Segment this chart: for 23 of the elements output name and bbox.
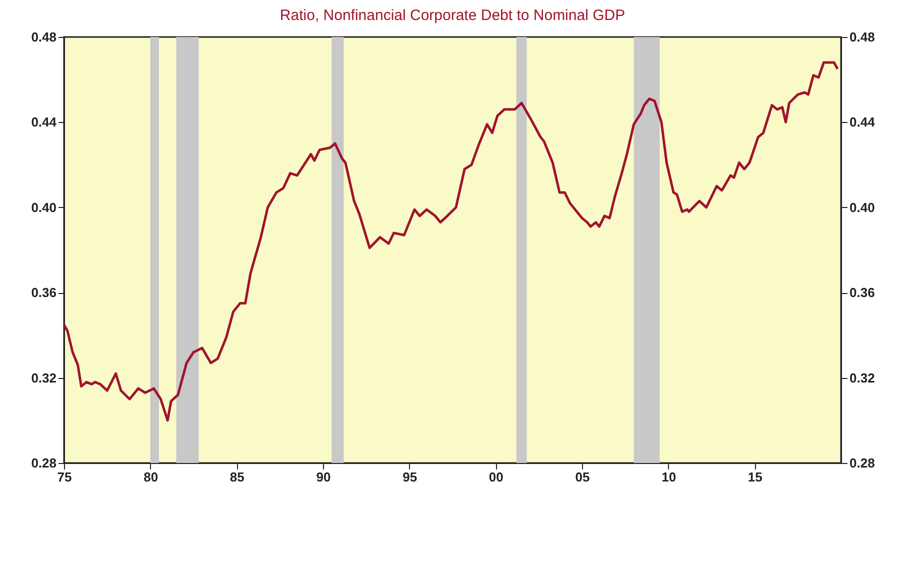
y-tick-label: 0.32 xyxy=(31,370,56,386)
x-tick-label: 15 xyxy=(748,470,762,484)
x-tick-label: 95 xyxy=(402,470,418,484)
y-tick-label: 0.36 xyxy=(31,285,56,300)
y2-tick-label: 0.44 xyxy=(850,114,876,130)
x-tick-label: 75 xyxy=(57,470,72,484)
x-tick-label: 80 xyxy=(144,470,158,484)
y-tick-label: 0.44 xyxy=(31,114,58,130)
line-series xyxy=(62,61,839,422)
y2-tick-label: 0.40 xyxy=(850,200,875,215)
x-tick-label: 85 xyxy=(230,470,244,484)
y-tick-label: 0.40 xyxy=(31,200,56,215)
y2-tick-label: 0.48 xyxy=(850,30,875,44)
y2-tick-label: 0.32 xyxy=(850,370,875,386)
x-tick-label: 05 xyxy=(575,470,590,484)
y-tick-label: 0.28 xyxy=(31,456,56,470)
y2-tick-label: 0.28 xyxy=(850,456,875,470)
y-tick-label: 0.48 xyxy=(31,30,56,44)
x-tick-label: 00 xyxy=(488,470,504,484)
y2-tick-label: 0.36 xyxy=(850,285,875,300)
x-tick-label: 10 xyxy=(662,470,676,484)
chart-title: Ratio, Nonfinancial Corporate Debt to Nominal GDP xyxy=(280,7,626,24)
x-tick-label: 90 xyxy=(316,470,331,484)
